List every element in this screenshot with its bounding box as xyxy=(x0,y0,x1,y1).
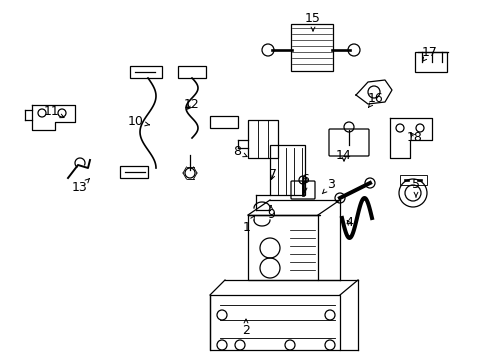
Text: 17: 17 xyxy=(421,45,437,62)
Text: 5: 5 xyxy=(411,179,419,197)
Text: 9: 9 xyxy=(266,206,274,221)
Text: 10: 10 xyxy=(128,116,149,129)
Text: 15: 15 xyxy=(305,12,320,31)
Text: 8: 8 xyxy=(232,145,246,158)
Text: 13: 13 xyxy=(72,179,89,194)
Text: 16: 16 xyxy=(367,91,383,107)
Text: 18: 18 xyxy=(406,131,422,144)
Text: 14: 14 xyxy=(335,149,351,162)
Text: 2: 2 xyxy=(242,319,249,337)
Text: 3: 3 xyxy=(322,179,334,194)
Text: 7: 7 xyxy=(268,168,276,181)
Text: 11: 11 xyxy=(44,105,64,118)
Text: 1: 1 xyxy=(243,216,254,234)
Text: 12: 12 xyxy=(184,98,200,111)
Text: 6: 6 xyxy=(301,174,308,192)
Text: 4: 4 xyxy=(345,216,352,230)
